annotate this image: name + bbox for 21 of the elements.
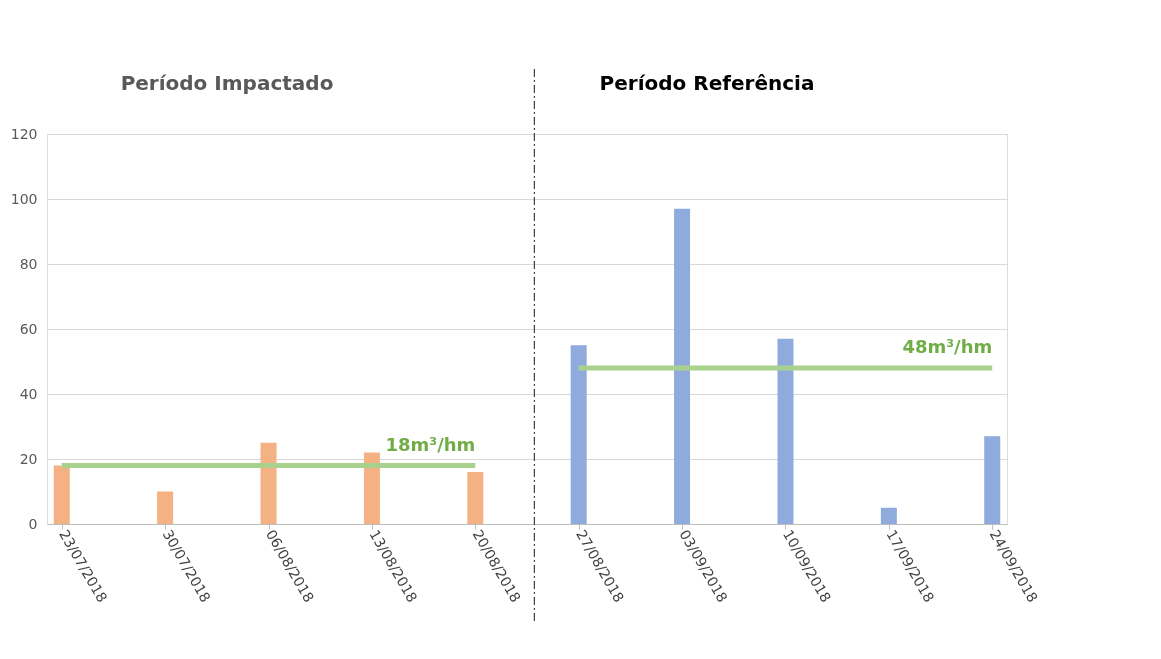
bar — [777, 338, 794, 524]
bar — [53, 465, 70, 524]
y-tick-label: 60 — [19, 320, 38, 337]
y-tick-label: 120 — [10, 125, 38, 142]
y-tick-label: 20 — [19, 450, 38, 467]
bar — [363, 452, 380, 524]
text: Período Impactado — [120, 71, 334, 95]
bar — [260, 442, 277, 524]
bar — [984, 436, 1001, 524]
text: Período Referência — [599, 71, 815, 95]
bar — [570, 345, 587, 524]
series-label: 18m³/hm — [385, 433, 476, 455]
y-tick-label: 80 — [19, 255, 38, 272]
y-tick-label: 0 — [28, 515, 38, 532]
y-tick-label: 40 — [19, 385, 38, 402]
bar — [880, 507, 897, 524]
bar — [674, 208, 691, 524]
bar — [467, 472, 484, 524]
bar — [157, 491, 174, 524]
y-tick-label: 100 — [10, 190, 38, 207]
series-label: 48m³/hm — [902, 336, 993, 357]
